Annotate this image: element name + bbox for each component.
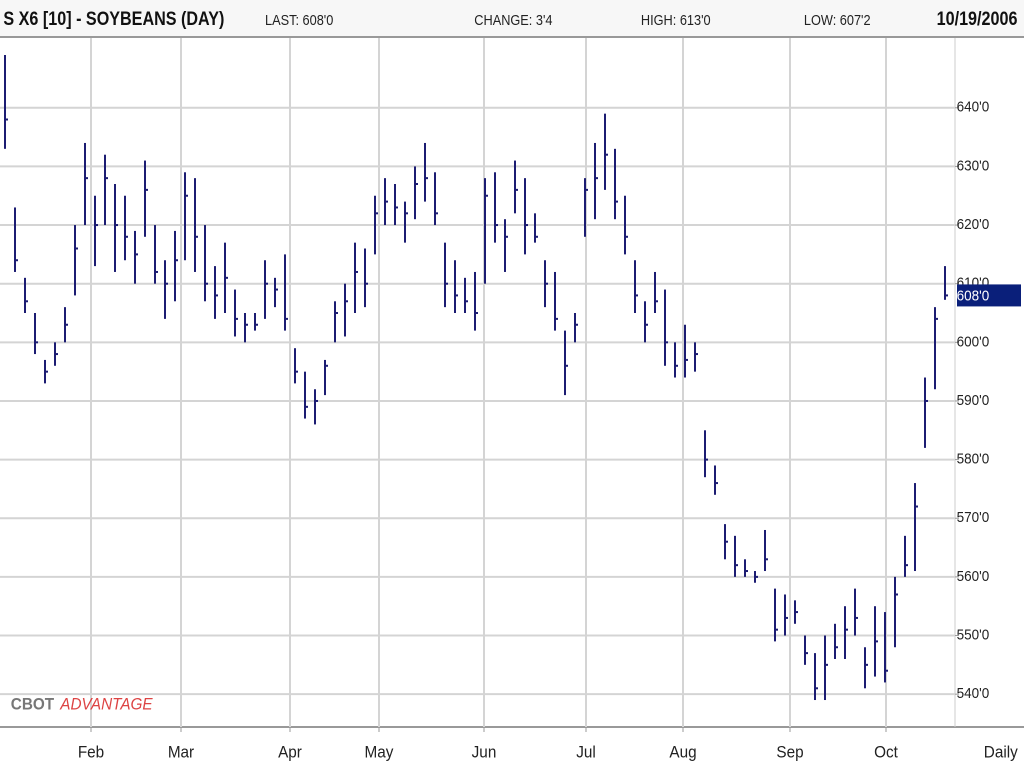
y-tick-label: 580'0 (957, 451, 990, 468)
x-tick-label: Sep (776, 743, 803, 762)
x-tick-label: Aug (669, 743, 696, 762)
y-tick-label: 640'0 (957, 99, 990, 116)
x-tick-label: Apr (278, 743, 302, 762)
stat-high: HIGH: 613'0 (641, 11, 711, 28)
last-price-label: 608'0 (957, 288, 990, 305)
y-tick-label: 600'0 (957, 334, 990, 351)
y-tick-label: 550'0 (957, 627, 990, 644)
x-tick-label: Jun (472, 743, 497, 762)
stat-change: CHANGE: 3'4 (474, 11, 552, 28)
x-tick-label: Feb (78, 743, 104, 762)
brand: CBOT (11, 695, 54, 714)
x-tick-label: Jul (576, 743, 596, 762)
stat-last: LAST: 608'0 (265, 11, 334, 28)
chart-date: 10/19/2006 (937, 8, 1018, 30)
x-tick-label: Mar (168, 743, 195, 762)
y-tick-label: 540'0 (957, 686, 990, 703)
plot-area: 540'0550'0560'0570'0580'0590'0600'0610'0… (0, 38, 1021, 762)
chart-title: S X6 [10] - SOYBEANS (DAY) (3, 8, 224, 30)
y-tick-label: 570'0 (957, 510, 990, 527)
x-tick-label: Oct (874, 743, 898, 762)
x-tick-label: May (365, 743, 395, 762)
interval-label: Daily (984, 743, 1019, 762)
y-tick-label: 590'0 (957, 392, 990, 409)
y-tick-label: 620'0 (957, 216, 990, 233)
y-tick-label: 630'0 (957, 158, 990, 175)
header-bar (0, 0, 1024, 36)
y-tick-label: 560'0 (957, 568, 990, 585)
stat-low: LOW: 607'2 (804, 11, 871, 28)
last-price-marker (957, 284, 1021, 307)
product: ADVANTAGE (59, 695, 152, 714)
